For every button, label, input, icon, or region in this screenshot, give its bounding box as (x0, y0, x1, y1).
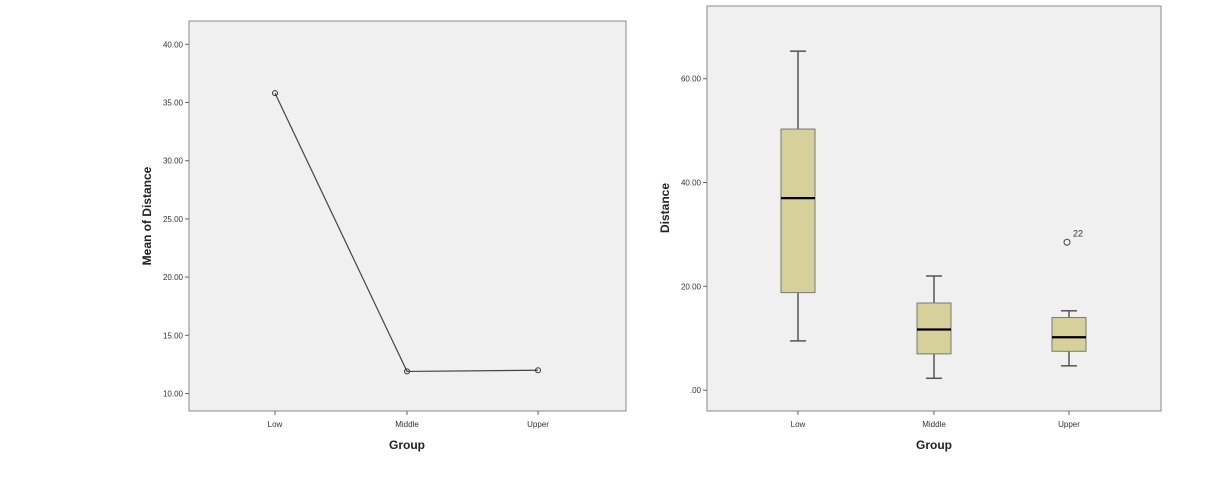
line-y-axis: 10.00 15.00 20.00 25.00 30.00 35.00 40.00 (163, 40, 189, 399)
line-x-axis-title: Group (389, 438, 425, 452)
line-y-tick-label: 35.00 (163, 98, 184, 107)
box-y-tick-label: 40.00 (681, 179, 702, 188)
line-x-axis: Low Middle Upper (268, 411, 549, 429)
box-middle (916, 275, 952, 380)
box-y-axis: .00 20.00 40.00 60.00 (681, 75, 707, 395)
box-x-tick-label: Upper (1058, 420, 1080, 429)
box-y-tick-label: 20.00 (681, 282, 702, 291)
line-x-tick-label: Upper (527, 420, 549, 429)
box-upper (1051, 310, 1087, 367)
mean-line-chart: 10.00 15.00 20.00 25.00 30.00 35.00 40.00 Low M… (140, 20, 627, 452)
box-outlier-label: 22 (1073, 228, 1083, 238)
mean-point (404, 368, 410, 375)
line-plot-area (188, 20, 627, 412)
line-y-tick-label: 10.00 (163, 390, 184, 399)
line-y-tick-label: 25.00 (163, 215, 184, 224)
box-x-tick-label: Low (791, 420, 806, 429)
line-x-tick-label: Middle (395, 420, 419, 429)
box-iqr (1051, 317, 1087, 352)
line-x-tick-label: Low (268, 420, 283, 429)
distance-box-chart: .00 20.00 40.00 60.00 Low Middle Upper 22 Gro… (658, 5, 1162, 452)
mean-line (274, 92, 539, 373)
box-outlier-point (1063, 238, 1071, 246)
mean-point (272, 90, 278, 97)
box-y-axis-title: Distance (658, 183, 672, 233)
line-y-tick-label: 40.00 (163, 40, 184, 49)
box-x-axis-title: Group (916, 438, 952, 452)
line-y-tick-label: 20.00 (163, 273, 184, 282)
box-series: 22 (780, 50, 1087, 380)
line-y-axis-title: Mean of Distance (140, 166, 154, 265)
box-low (780, 50, 816, 342)
line-y-tick-label: 30.00 (163, 157, 184, 166)
box-iqr (780, 128, 816, 294)
box-y-tick-label: .00 (690, 386, 702, 395)
box-x-axis: Low Middle Upper (791, 411, 1080, 429)
mean-point (535, 367, 541, 374)
line-series (272, 90, 541, 375)
line-y-tick-label: 15.00 (163, 331, 184, 340)
box-x-tick-label: Middle (922, 420, 946, 429)
box-y-tick-label: 60.00 (681, 75, 702, 84)
